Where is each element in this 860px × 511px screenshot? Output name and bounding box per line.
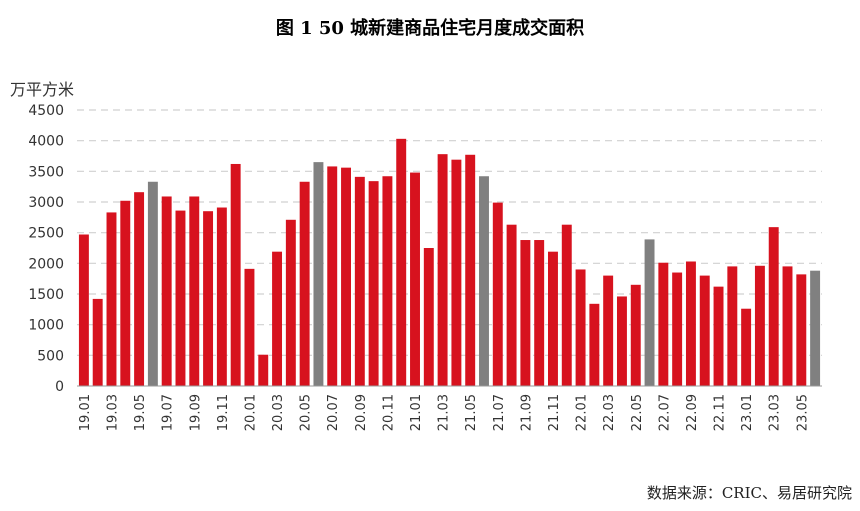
chart-title: 图 1 50 城新建商品住宅月度成交面积 <box>275 18 585 39</box>
bar-21.02 <box>423 248 434 386</box>
bar-22.07 <box>658 262 669 386</box>
bar-20.09 <box>354 176 365 386</box>
y-tick-label: 500 <box>37 348 64 364</box>
y-axis-unit-label: 万平方米 <box>10 80 75 99</box>
bar-20.07 <box>327 166 338 386</box>
bar-21.04 <box>451 159 462 386</box>
bars <box>78 138 821 386</box>
x-tick-label: 22.09 <box>685 394 700 431</box>
x-tick-label: 19.09 <box>188 394 203 431</box>
bar-20.02 <box>258 354 269 386</box>
bar-19.11 <box>216 207 227 386</box>
bar-21.05 <box>465 154 476 386</box>
x-tick-label: 23.03 <box>768 394 783 431</box>
x-tick-label: 23.01 <box>740 394 755 431</box>
bar-20.04 <box>285 219 296 386</box>
bar-23.01 <box>741 308 752 386</box>
x-tick-label: 23.05 <box>795 394 810 431</box>
y-tick-label: 1000 <box>28 318 64 334</box>
bar-22.12 <box>727 266 738 386</box>
x-tick-label: 22.03 <box>602 394 617 431</box>
bar-20.05 <box>299 181 310 386</box>
bar-21.07 <box>492 202 503 386</box>
bar-22.01 <box>575 269 586 386</box>
y-tick-label: 2500 <box>28 226 64 242</box>
bar-21.06 <box>479 176 489 386</box>
x-tick-label: 19.11 <box>216 394 231 431</box>
y-tick-label: 1500 <box>28 287 64 303</box>
x-tick-label: 21.01 <box>409 394 424 431</box>
x-axis-ticks: 19.01 19.03 19.05 19.07 19.09 19.11 20.01 20.03… <box>78 394 810 431</box>
bar-22.02 <box>589 303 600 386</box>
bar-19.07 <box>161 196 172 386</box>
bar-22.10 <box>699 275 710 386</box>
bar-21.01 <box>410 172 420 386</box>
x-tick-label: 20.09 <box>354 394 369 431</box>
bar-20.01 <box>244 268 255 386</box>
bar-19.05 <box>134 192 145 386</box>
x-tick-label: 21.09 <box>519 394 534 431</box>
bar-19.06 <box>147 181 158 386</box>
y-tick-label: 3500 <box>28 164 64 180</box>
bar-19.09 <box>189 196 200 386</box>
x-tick-label: 19.01 <box>78 394 93 431</box>
bar-19.02 <box>92 298 103 386</box>
bar-21.09 <box>520 240 531 386</box>
bar-21.08 <box>506 224 517 386</box>
bar-23.04 <box>782 266 793 386</box>
x-tick-label: 19.03 <box>105 394 120 431</box>
x-tick-label: 21.07 <box>492 394 507 431</box>
bar-23.06 <box>810 270 821 386</box>
y-tick-label: 2000 <box>28 256 64 272</box>
y-tick-label: 4000 <box>28 134 64 150</box>
bar-21.03 <box>437 154 448 386</box>
bar-19.12 <box>230 163 241 386</box>
bar-23.02 <box>754 265 765 386</box>
x-tick-label: 22.07 <box>657 394 672 431</box>
x-tick-label: 20.07 <box>326 394 341 431</box>
bar-23.03 <box>768 227 779 386</box>
bar-23.05 <box>796 274 807 386</box>
bar-20.10 <box>368 181 379 386</box>
bar-21.10 <box>534 240 545 386</box>
bar-22.09 <box>685 261 696 386</box>
y-tick-label: 0 <box>55 379 64 395</box>
gridlines <box>77 109 822 356</box>
x-tick-label: 22.01 <box>575 394 590 431</box>
y-tick-label: 3000 <box>28 195 64 211</box>
x-tick-label: 22.05 <box>630 394 645 431</box>
x-tick-label: 19.07 <box>161 394 176 431</box>
bar-20.06 <box>313 162 324 386</box>
bar-21.11 <box>548 251 558 386</box>
x-tick-label: 20.01 <box>243 394 258 431</box>
bar-21.12 <box>561 224 572 386</box>
bar-22.05 <box>630 284 641 386</box>
x-tick-label: 21.11 <box>547 394 562 431</box>
bar-19.03 <box>106 212 117 386</box>
bar-22.06 <box>644 239 655 386</box>
bar-22.04 <box>616 296 627 386</box>
y-tick-label: 4500 <box>28 103 64 119</box>
y-axis-ticks: 0 500 1000 1500 2000 2500 3000 3500 4000 4500 <box>28 103 64 395</box>
bar-20.12 <box>396 138 407 386</box>
bar-22.03 <box>603 275 614 386</box>
x-tick-label: 20.11 <box>381 394 396 431</box>
x-tick-label: 20.03 <box>271 394 286 431</box>
bar-19.10 <box>203 211 214 386</box>
bar-22.08 <box>672 272 683 386</box>
x-tick-label: 21.03 <box>437 394 452 431</box>
bar-20.08 <box>341 167 351 386</box>
bar-19.04 <box>120 200 131 386</box>
x-tick-label: 21.05 <box>464 394 479 431</box>
x-tick-label: 19.05 <box>133 394 148 431</box>
bar-20.03 <box>272 251 283 386</box>
source-note: 数据来源：CRIC、易居研究院 <box>646 484 852 502</box>
x-tick-label: 22.11 <box>713 394 728 431</box>
x-tick-label: 20.05 <box>299 394 314 431</box>
bar-19.08 <box>175 210 186 386</box>
bar-22.11 <box>713 286 724 386</box>
bar-20.11 <box>382 176 393 386</box>
bar-19.01 <box>78 234 89 386</box>
